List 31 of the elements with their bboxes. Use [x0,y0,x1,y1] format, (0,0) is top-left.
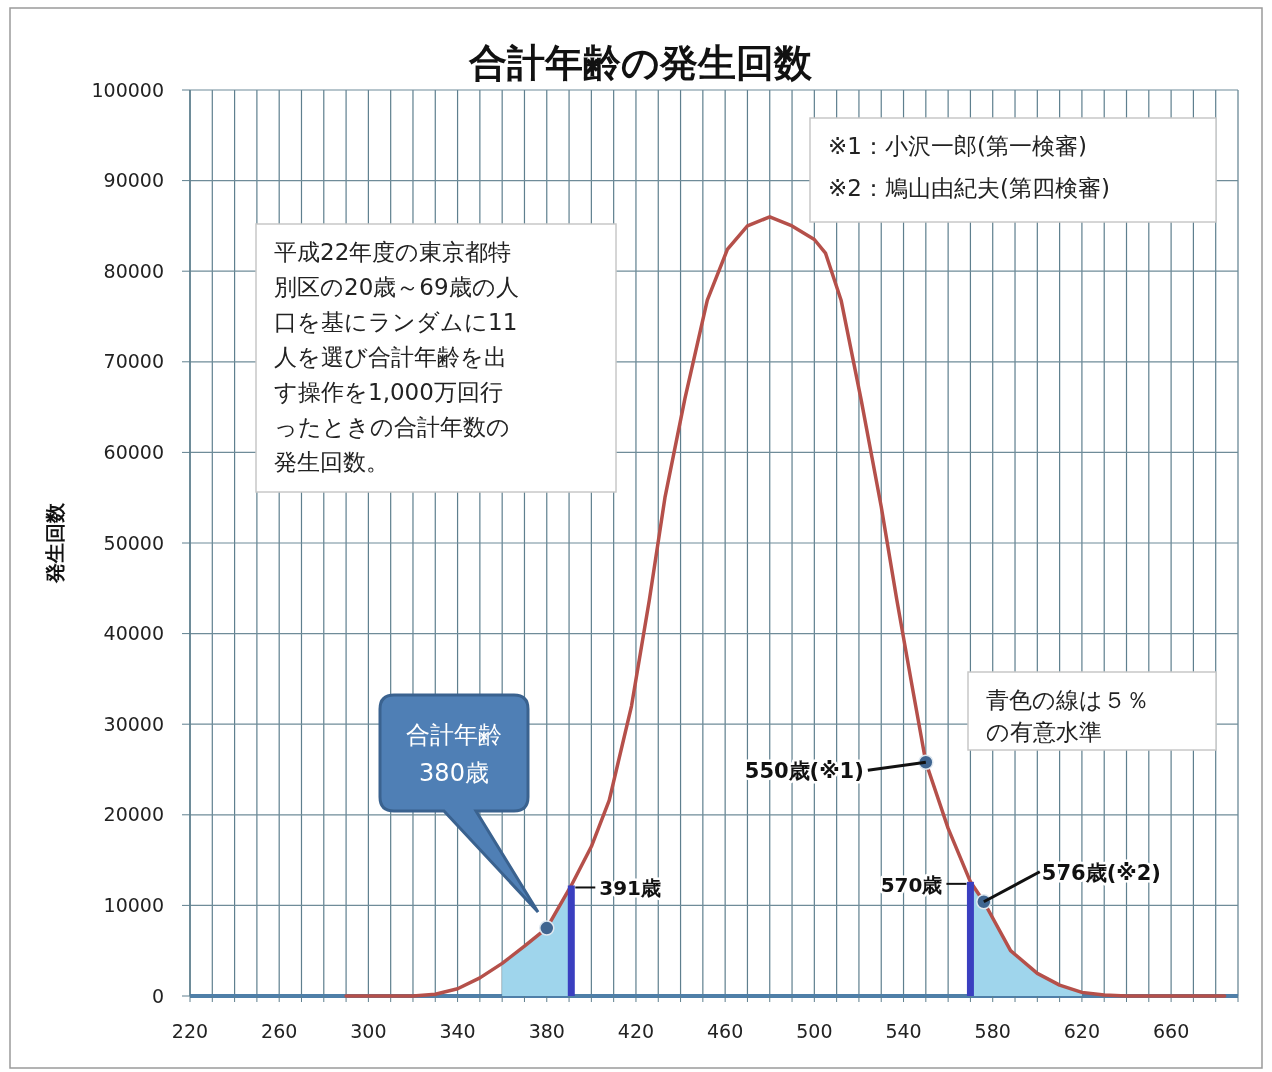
x-tick-label: 620 [1063,1020,1101,1042]
x-tick-label: 540 [885,1020,922,1042]
y-tick-label: 0 [151,984,164,1007]
y-tick-label: 80000 [103,259,164,282]
y-tick-label: 40000 [103,622,164,645]
x-tick-label: 660 [1152,1020,1190,1042]
y-tick-label: 30000 [103,712,164,735]
y-tick-label: 90000 [103,169,164,192]
y-axis-title: 発生回数 [43,502,67,584]
chart-title: 合計年齢の発生回数 [467,41,813,85]
annotation: ※1：小沢一郎(第一検審) [828,133,1087,159]
y-tick-label: 100000 [91,78,164,101]
point [539,920,555,936]
y-tick-label: 70000 [103,350,164,373]
y-tick-label: 60000 [103,441,164,464]
y-tick-label: 50000 [103,531,164,554]
x-tick-label: 500 [796,1020,833,1042]
x-tick-label: 420 [617,1020,655,1042]
x-tick-label: 260 [261,1020,298,1042]
annotation: 青色の線は５％の有意水準 [986,687,1149,745]
annotation: 平成22年度の東京都特別区の20歳～69歳の人口を基にランダムに11人を選び合計年齢を出す操作を1,000万回行ったときの合計年数の発生回数。 [274,239,519,475]
x-tick-label: 300 [350,1020,387,1042]
annotation: 合計年齢 380歳 [406,721,502,787]
x-tick-label: 340 [439,1020,476,1042]
x-tick-label: 380 [528,1020,565,1042]
x-tick-label: 580 [974,1020,1011,1042]
y-tick-label: 20000 [103,803,164,826]
x-tick-label: 220 [171,1020,209,1042]
annotation: ※2：鳩山由紀夫(第四検審) [828,175,1110,201]
x-tick-label: 460 [707,1020,744,1042]
y-tick-label: 10000 [103,894,164,917]
